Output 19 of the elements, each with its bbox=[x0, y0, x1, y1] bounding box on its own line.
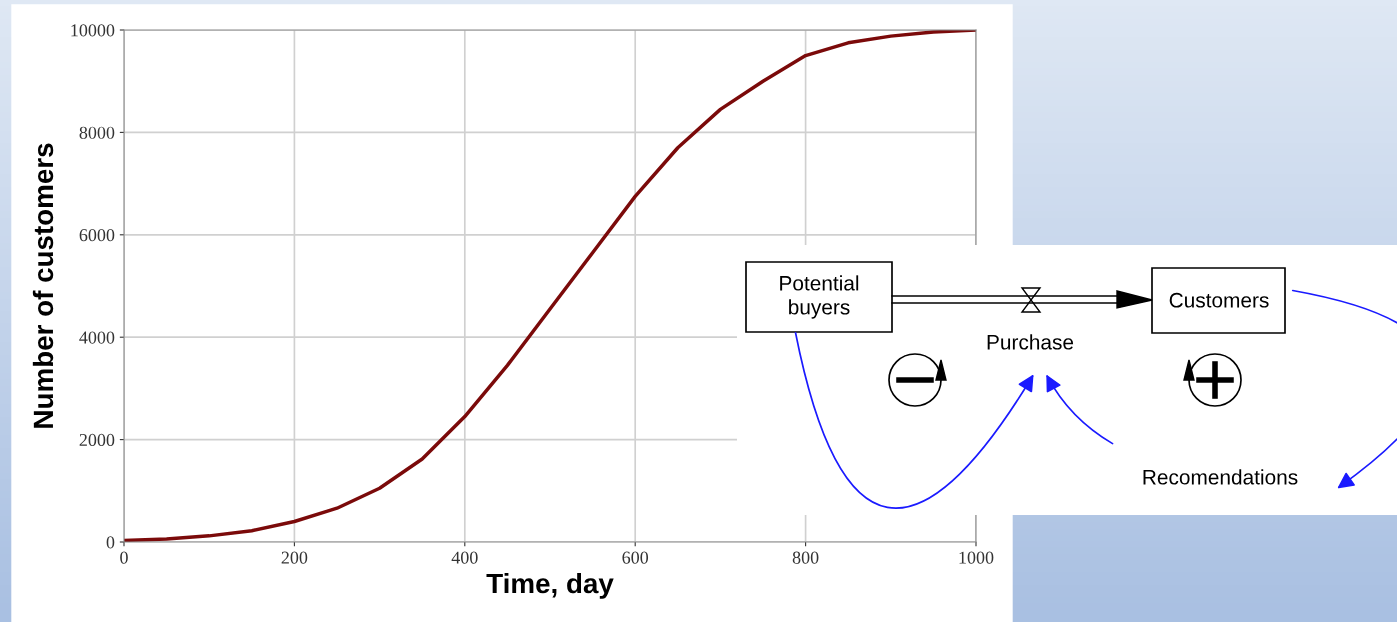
x-tick-label: 600 bbox=[622, 551, 649, 564]
x-tick-label: 1000 bbox=[959, 551, 994, 564]
annotation: Potential buyers bbox=[780, 275, 859, 319]
x-tick-label: 200 bbox=[281, 551, 308, 564]
y-tick-label: 10000 bbox=[71, 24, 115, 37]
x-tick-label: 0 bbox=[120, 551, 128, 564]
text: Recomendations bbox=[1143, 469, 1298, 485]
y-tick-label: 0 bbox=[106, 536, 115, 549]
x-tick-label: 400 bbox=[451, 551, 478, 564]
x-axis-title: Time, day bbox=[486, 572, 614, 599]
y-axis-title: Number of customers bbox=[32, 143, 54, 428]
line-series bbox=[124, 30, 976, 542]
y-tick-label: 2000 bbox=[79, 433, 115, 447]
x-tick-label: 800 bbox=[792, 551, 819, 564]
y-tick-label: 6000 bbox=[79, 229, 115, 242]
y-tick-label: 4000 bbox=[79, 331, 115, 344]
y-tick-label: 8000 bbox=[79, 126, 115, 139]
text: Customers bbox=[1169, 292, 1269, 308]
text: Purchase bbox=[987, 334, 1074, 350]
